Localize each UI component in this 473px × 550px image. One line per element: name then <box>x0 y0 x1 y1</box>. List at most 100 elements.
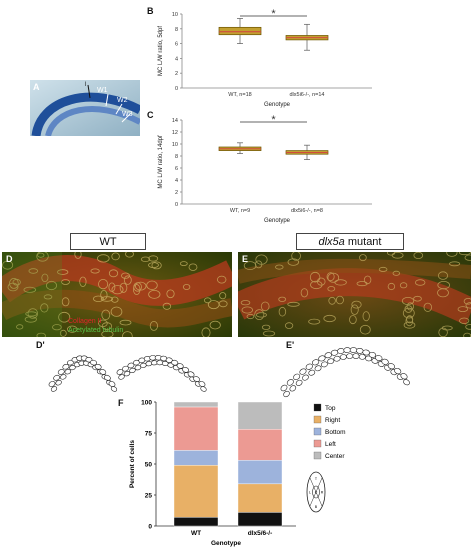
panel-dprime-letter: D' <box>36 340 45 350</box>
panel-eprime-cell-38 <box>400 373 408 380</box>
dcells-cell-16 <box>98 319 108 327</box>
ecells-cell-4 <box>309 271 321 283</box>
ecells-cell-62 <box>406 315 414 324</box>
dcells-cell-64 <box>182 284 191 291</box>
panel-eprime-cell-3 <box>289 385 297 392</box>
panel-b-xlabel: Genotype <box>264 102 291 108</box>
panel-eprime-cell-8 <box>305 363 313 370</box>
ecells-cell-26 <box>446 252 458 257</box>
ecells-cell-22 <box>423 302 432 312</box>
panel-b-category-label-0: WT, n=18 <box>228 92 251 98</box>
dcells-cell-0 <box>111 296 119 303</box>
panel-c-category-label-1: dlx5i6-/-, n=8 <box>291 208 323 214</box>
ecells-cell-21 <box>438 327 448 337</box>
panel-b-category-label-1: dlx5i6-/-, n=14 <box>289 92 324 98</box>
panel-eprime-cell-0 <box>280 384 288 392</box>
dcells-cell-45 <box>97 254 110 263</box>
ecells-cell-37 <box>356 281 368 287</box>
panel-f-legend-swatch-0 <box>313 403 322 412</box>
panel-dprime-cell-0 <box>48 381 56 387</box>
ecells-cell-3 <box>255 312 267 318</box>
panel-dprime-cell-58 <box>198 381 206 387</box>
ecells-cell-13 <box>406 302 414 311</box>
panel-f-ytick-label-4: 100 <box>141 400 152 407</box>
ecells-cell-28 <box>392 270 400 276</box>
ecells-cell-40 <box>457 306 469 312</box>
dcells-cell-44 <box>122 331 133 337</box>
panel-f-inset-letter-0: T <box>315 477 318 481</box>
panel-c-ytick-label-4: 8 <box>175 154 178 160</box>
dcells-cell-61 <box>121 272 130 279</box>
dcells-cell-46 <box>146 280 158 291</box>
panel-eprime-cell-7 <box>302 374 309 381</box>
panel-eprime-cell-36 <box>394 367 402 375</box>
ecells-cell-51 <box>465 324 471 330</box>
dcells-cell-53 <box>66 325 78 333</box>
ecells-cell-65 <box>441 325 453 331</box>
dcells-cell-59 <box>90 268 100 274</box>
panel-dprime-cell-5 <box>60 374 67 380</box>
panel-eprime-cell-11 <box>314 365 322 372</box>
ecells-cell-38 <box>260 301 270 312</box>
ecells-cell-59 <box>463 332 471 337</box>
dcells-cell-32 <box>179 261 188 267</box>
panel-d-stain-red: Collagen II <box>68 318 102 325</box>
ecells-cell-30 <box>413 295 422 302</box>
dcells-cell-20 <box>125 252 134 258</box>
panel-f-inset-letter-3: R <box>321 491 324 495</box>
dcells-cell-13 <box>28 268 39 274</box>
panel-dprime-cell-20 <box>94 363 102 370</box>
panel-eprime-cell-18 <box>337 348 345 354</box>
panel-f-ytick-label-1: 25 <box>145 493 153 500</box>
panel-eprime-cell-21 <box>346 353 354 359</box>
panel-eprime-cell-6 <box>299 368 307 375</box>
ecells-cell-61 <box>275 264 284 270</box>
dcells-cell-41 <box>148 290 161 299</box>
panel-d-drawing <box>2 252 232 337</box>
ecells-cell-20 <box>449 261 461 267</box>
panel-dprime-cell-2 <box>53 374 60 381</box>
ecells-cell-9 <box>326 272 335 282</box>
ecells-cell-25 <box>463 298 471 305</box>
panel-d-image: D Collagen II Acetylated tubulin <box>2 252 232 337</box>
panel-f-bar-0-segment-3 <box>173 406 219 451</box>
panel-dprime-cell-18 <box>90 359 98 366</box>
ecells-cell-69 <box>284 322 294 329</box>
ecells-cell-2 <box>327 272 340 283</box>
ecells-cell-31 <box>363 275 372 285</box>
panel-f-bar-0-segment-1 <box>173 465 219 518</box>
panel-eprime-cell-22 <box>349 347 358 353</box>
panel-eprime-cell-30 <box>375 355 383 361</box>
ecells-cell-68 <box>262 330 276 337</box>
dcells-cell-48 <box>9 277 19 289</box>
panel-f-inset-letter-1: L <box>309 491 311 495</box>
panel-dprime-cell-24 <box>104 374 111 381</box>
ecells-cell-56 <box>459 317 470 324</box>
panel-a-label-w2: W2 <box>117 97 128 104</box>
dcells-cell-22 <box>59 329 67 337</box>
panel-b-ytick-label-4: 8 <box>175 27 178 33</box>
dcells-cell-10 <box>79 276 87 288</box>
panel-a-letter: A <box>33 82 40 92</box>
dcells-cell-29 <box>119 319 132 326</box>
panel-f-legend-label-0: Top <box>325 405 336 412</box>
panel-f-inset-ellipse <box>306 471 326 513</box>
mutant-header: dlx5a mutant <box>296 233 404 250</box>
panel-eprime-cell-26 <box>362 349 370 356</box>
panel-f-bar-1-segment-1 <box>237 483 283 513</box>
panel-eprime-cell-2 <box>286 379 294 386</box>
ecells-cell-47 <box>399 282 408 289</box>
ecells-cell-60 <box>413 252 424 259</box>
panel-dprime-cell-3 <box>55 380 62 386</box>
panel-f-legend-label-3: Left <box>325 441 336 448</box>
ecells-cell-35 <box>378 266 388 272</box>
ecells-cell-52 <box>437 271 448 280</box>
panel-c-boxplot: 0 2 4 6 8 10 12 14 WT, n=9 dlx5i6-/-, n=8 * Genotyp… <box>158 114 372 224</box>
dcells-cell-36 <box>162 302 172 310</box>
dcells-cell-35 <box>101 309 111 321</box>
panel-f-bar-0-segment-4 <box>173 401 219 408</box>
dcells-cell-25 <box>24 316 37 323</box>
panel-f-bar-1-segment-3 <box>237 429 283 461</box>
panel-f-category-label-0: WT <box>191 530 201 537</box>
dcells-cell-11 <box>52 324 62 331</box>
